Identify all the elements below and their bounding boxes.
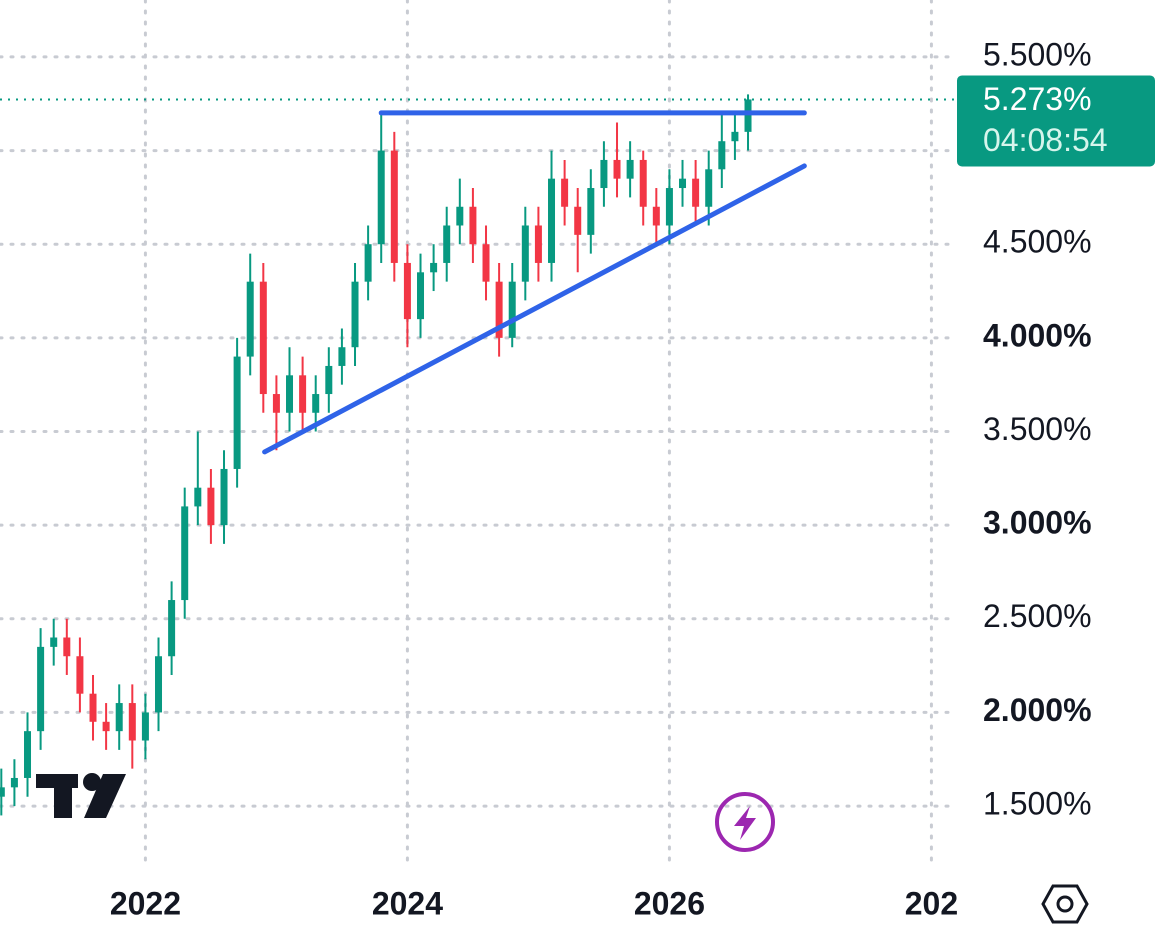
candle-body (351, 281, 359, 348)
candle-body (63, 637, 71, 657)
candle-body (312, 394, 320, 413)
candle-body (613, 159, 621, 179)
candle-body (652, 206, 660, 226)
x-tick-label: 2024 (372, 885, 443, 921)
x-tick-label: 2026 (634, 885, 705, 921)
candle-body (508, 281, 516, 338)
trend-line (262, 163, 807, 455)
candle-body (24, 731, 32, 778)
candle-body (128, 703, 136, 741)
candle-body (561, 178, 569, 207)
candle-body (259, 281, 267, 395)
candle-body (456, 206, 464, 226)
price-tag-countdown: 04:08:54 (983, 122, 1108, 158)
candle-body (246, 281, 254, 357)
candle-body (692, 178, 700, 207)
y-tick-label: 1.500% (983, 786, 1092, 822)
candle-body (37, 646, 45, 732)
y-tick-label: 3.500% (983, 411, 1092, 447)
candle-body (495, 281, 503, 338)
candle-body (364, 244, 372, 282)
candle-body (102, 721, 110, 732)
candle-body (665, 188, 673, 226)
candle-body (207, 487, 215, 526)
candle-body (705, 169, 713, 207)
candle-body (325, 365, 333, 395)
candle-body (482, 244, 490, 282)
y-tick-label: 3.000% (983, 505, 1092, 541)
candle-body (141, 712, 149, 741)
y-tick-label: 4.500% (983, 224, 1092, 260)
candles (0, 94, 752, 816)
candle-body (338, 347, 346, 366)
lightning-icon[interactable] (715, 792, 775, 852)
candle-body (155, 656, 163, 713)
candle-body (233, 356, 241, 469)
y-tick-label: 4.000% (983, 317, 1092, 353)
candle-body (744, 99, 752, 132)
candle-body (286, 375, 294, 413)
candle-body (639, 159, 647, 207)
candle-body (679, 178, 687, 189)
candle-body (10, 777, 18, 788)
candle-body (0, 787, 5, 797)
y-tick-label: 5.500% (983, 36, 1092, 72)
x-tick-label: 2022 (110, 885, 181, 921)
candle-body (403, 262, 411, 320)
candle-body (600, 159, 608, 189)
y-tick-label: 2.000% (983, 692, 1092, 728)
candle-body (89, 693, 97, 722)
candle-body (390, 150, 398, 263)
candle-body (377, 150, 385, 245)
candle-body (194, 487, 202, 507)
candle-body (587, 188, 595, 235)
candle-body (50, 637, 58, 647)
settings-icon[interactable] (1041, 884, 1089, 924)
candle-body (443, 225, 451, 263)
candle-body (76, 656, 84, 694)
price-tag-value: 5.273% (983, 81, 1092, 117)
y-tick-label: 2.500% (983, 598, 1092, 634)
candle-body (417, 272, 425, 320)
candle-body (534, 225, 542, 263)
candle-body (521, 225, 529, 282)
candle-body (574, 206, 582, 235)
candle-body (168, 600, 176, 657)
candle-body (430, 262, 438, 273)
candle-body (272, 394, 280, 413)
candle-body (469, 206, 477, 245)
candle-body (718, 141, 726, 170)
candle-body (220, 468, 228, 526)
logo (36, 773, 126, 818)
overlay (0, 98, 955, 455)
candle-body (115, 703, 123, 732)
candle-body (181, 506, 189, 601)
candle-body (548, 178, 556, 263)
price-tag (957, 75, 1155, 167)
candle-body (299, 375, 307, 413)
candle-body (626, 159, 634, 179)
candle-body (731, 131, 739, 142)
x-tick-label: 202 (905, 885, 958, 921)
